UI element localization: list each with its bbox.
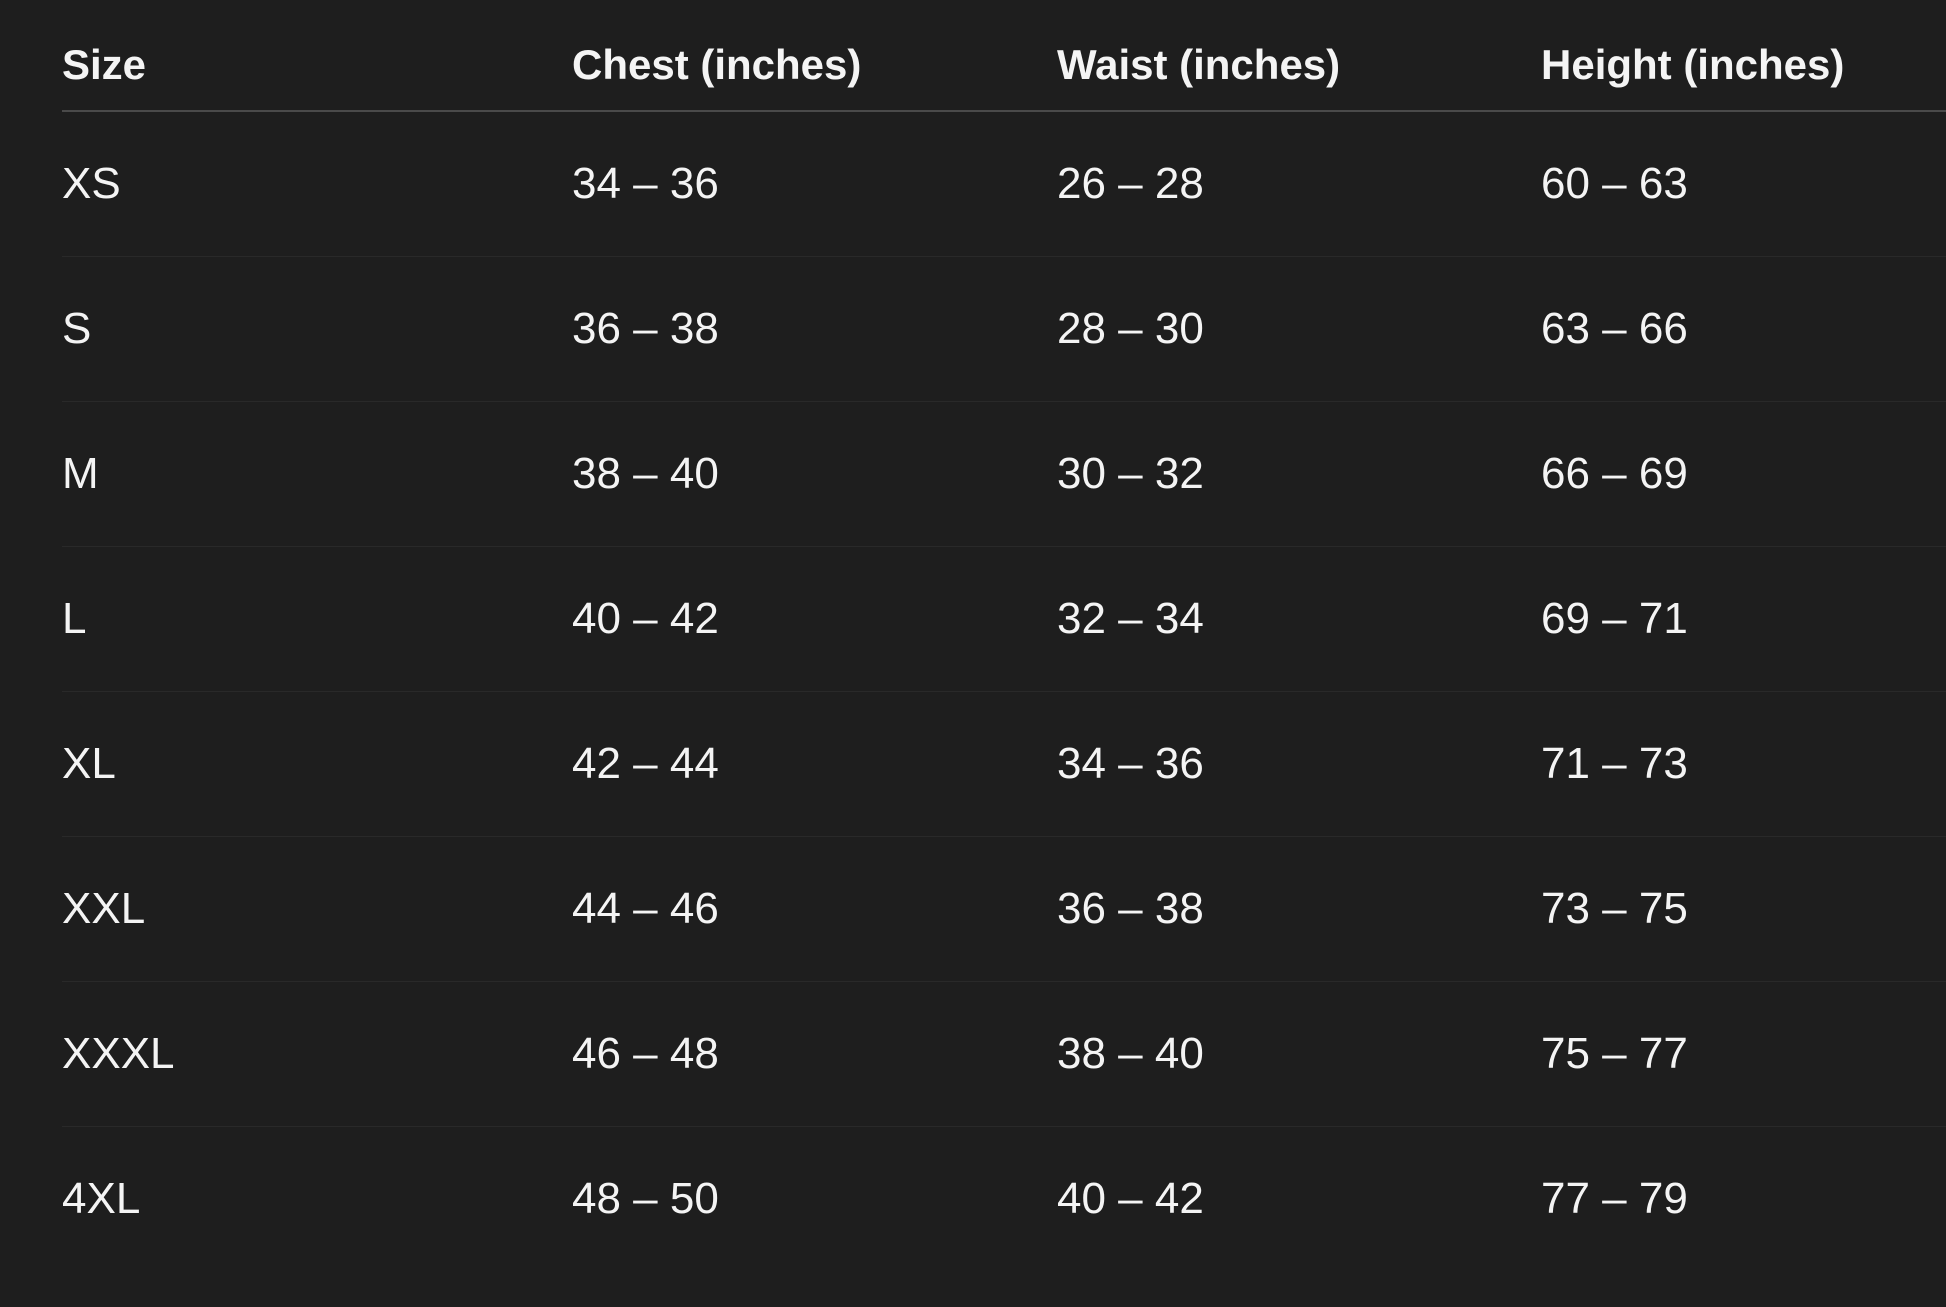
table-row: S 36 – 38 28 – 30 63 – 66 — [62, 256, 1946, 402]
cell-size: M — [62, 401, 572, 547]
header-chest: Chest (inches) — [572, 20, 1057, 112]
table-row: L 40 – 42 32 – 34 69 – 71 — [62, 546, 1946, 692]
cell-size: XL — [62, 691, 572, 837]
cell-waist: 30 – 32 — [1057, 401, 1541, 547]
cell-height: 63 – 66 — [1541, 256, 1946, 402]
cell-size: XS — [62, 111, 572, 257]
table-row: XS 34 – 36 26 – 28 60 – 63 — [62, 111, 1946, 257]
table-row: XXL 44 – 46 36 – 38 73 – 75 — [62, 836, 1946, 982]
cell-waist: 38 – 40 — [1057, 981, 1541, 1127]
cell-size: S — [62, 256, 572, 402]
cell-waist: 32 – 34 — [1057, 546, 1541, 692]
cell-waist: 34 – 36 — [1057, 691, 1541, 837]
table-row: XL 42 – 44 34 – 36 71 – 73 — [62, 691, 1946, 837]
cell-size: 4XL — [62, 1174, 141, 1223]
header-row: Size Chest (inches) Waist (inches) Heigh… — [62, 20, 1946, 112]
header-height: Height (inches) — [1541, 20, 1946, 112]
cell-size: XXXL — [62, 981, 572, 1127]
cell-chest: 48 – 50 — [572, 1174, 719, 1223]
cell-chest: 36 – 38 — [572, 256, 1057, 402]
cell-waist: 28 – 30 — [1057, 256, 1541, 402]
cell-height: 73 – 75 — [1541, 836, 1946, 982]
cell-height: 66 – 69 — [1541, 401, 1946, 547]
cell-chest: 42 – 44 — [572, 691, 1057, 837]
size-chart-table: Size Chest (inches) Waist (inches) Heigh… — [62, 20, 1946, 1271]
cell-chest: 38 – 40 — [572, 401, 1057, 547]
header-size: Size — [62, 20, 572, 112]
cell-waist: 36 – 38 — [1057, 836, 1541, 982]
cell-size: L — [62, 546, 572, 692]
cell-waist: 40 – 42 — [1057, 1174, 1204, 1223]
cell-chest: 34 – 36 — [572, 111, 1057, 257]
cell-height: 75 – 77 — [1541, 981, 1946, 1127]
cell-height: 77 – 79 — [1541, 1174, 1688, 1223]
cell-height: 60 – 63 — [1541, 111, 1946, 257]
table-row: XXXL 46 – 48 38 – 40 75 – 77 — [62, 981, 1946, 1127]
table-row: 4XL 48 – 50 40 – 42 77 – 79 — [62, 1127, 1946, 1272]
cell-height: 69 – 71 — [1541, 546, 1946, 692]
cell-chest: 46 – 48 — [572, 981, 1057, 1127]
cell-chest: 44 – 46 — [572, 836, 1057, 982]
header-waist: Waist (inches) — [1057, 20, 1541, 112]
cell-waist: 26 – 28 — [1057, 111, 1541, 257]
cell-chest: 40 – 42 — [572, 546, 1057, 692]
table-row: M 38 – 40 30 – 32 66 – 69 — [62, 401, 1946, 547]
cell-height: 71 – 73 — [1541, 691, 1946, 837]
cell-size: XXL — [62, 836, 572, 982]
